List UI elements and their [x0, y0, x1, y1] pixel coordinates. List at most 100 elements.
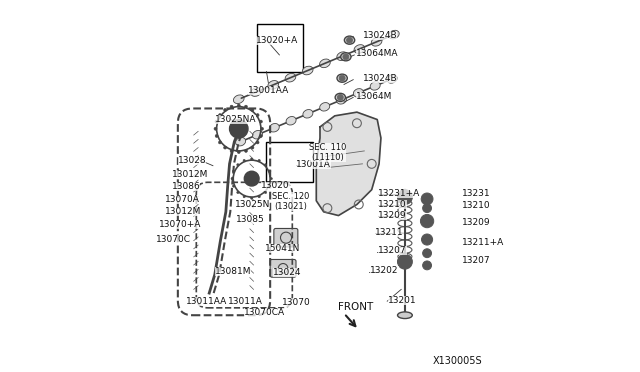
- Ellipse shape: [302, 66, 313, 75]
- Ellipse shape: [370, 82, 380, 90]
- Circle shape: [258, 196, 260, 198]
- Circle shape: [251, 109, 254, 112]
- Circle shape: [397, 190, 412, 205]
- Ellipse shape: [269, 124, 279, 132]
- Text: 13081M: 13081M: [215, 267, 252, 276]
- Text: 13012M: 13012M: [165, 207, 202, 217]
- Bar: [257, 23, 303, 71]
- Circle shape: [251, 146, 254, 149]
- Ellipse shape: [397, 312, 412, 318]
- Text: 13209: 13209: [462, 218, 491, 227]
- Text: 13070C: 13070C: [156, 235, 191, 244]
- Circle shape: [347, 37, 353, 43]
- Ellipse shape: [268, 81, 278, 89]
- Circle shape: [232, 170, 235, 172]
- Text: 13011A: 13011A: [228, 297, 263, 306]
- Ellipse shape: [286, 116, 296, 125]
- Circle shape: [264, 164, 267, 166]
- Circle shape: [269, 185, 271, 187]
- Text: 13020+A: 13020+A: [257, 36, 299, 45]
- Circle shape: [422, 249, 431, 258]
- Text: 13209: 13209: [378, 211, 407, 220]
- Circle shape: [243, 196, 245, 198]
- Circle shape: [215, 135, 218, 137]
- Ellipse shape: [236, 137, 246, 146]
- Text: X130005S: X130005S: [433, 356, 483, 366]
- Text: 13086: 13086: [172, 182, 200, 191]
- Text: 13201: 13201: [388, 296, 417, 305]
- Ellipse shape: [252, 131, 262, 139]
- Text: 13064MA: 13064MA: [356, 49, 399, 58]
- FancyBboxPatch shape: [270, 260, 296, 277]
- Ellipse shape: [387, 75, 397, 83]
- Circle shape: [259, 135, 262, 137]
- Circle shape: [270, 177, 273, 180]
- Circle shape: [214, 127, 217, 130]
- Ellipse shape: [344, 36, 355, 44]
- Text: FRONT: FRONT: [338, 302, 373, 312]
- Circle shape: [215, 120, 218, 123]
- Circle shape: [230, 105, 233, 108]
- Circle shape: [397, 254, 412, 269]
- Circle shape: [223, 146, 227, 149]
- Text: 13070: 13070: [282, 298, 310, 307]
- Circle shape: [218, 141, 221, 144]
- Ellipse shape: [388, 30, 399, 39]
- Text: 13012M: 13012M: [172, 170, 208, 179]
- Bar: [266, 142, 312, 182]
- Ellipse shape: [234, 95, 244, 103]
- Polygon shape: [316, 112, 381, 215]
- Text: 13028: 13028: [178, 155, 207, 165]
- Text: 13025N: 13025N: [235, 200, 271, 209]
- Ellipse shape: [337, 96, 346, 104]
- Circle shape: [420, 214, 434, 228]
- Circle shape: [243, 160, 245, 162]
- Circle shape: [244, 105, 248, 108]
- Circle shape: [251, 158, 253, 160]
- Text: 13064M: 13064M: [356, 92, 392, 101]
- Circle shape: [339, 75, 345, 81]
- Text: 13211+A: 13211+A: [462, 238, 504, 247]
- Circle shape: [259, 120, 262, 123]
- Ellipse shape: [354, 45, 365, 53]
- Circle shape: [260, 127, 264, 130]
- Text: 13020: 13020: [261, 182, 290, 190]
- Circle shape: [237, 191, 239, 193]
- Circle shape: [237, 164, 239, 166]
- Text: 13210: 13210: [378, 200, 407, 209]
- Circle shape: [422, 234, 433, 245]
- Circle shape: [231, 177, 233, 180]
- Ellipse shape: [303, 110, 313, 118]
- Circle shape: [244, 150, 248, 153]
- Circle shape: [422, 261, 431, 270]
- Ellipse shape: [353, 89, 364, 97]
- Text: 13207: 13207: [378, 246, 407, 255]
- Circle shape: [223, 109, 227, 112]
- Ellipse shape: [371, 38, 382, 46]
- Ellipse shape: [285, 73, 296, 82]
- Text: 13024B: 13024B: [362, 31, 397, 40]
- Text: SEC. 110
(11110): SEC. 110 (11110): [308, 143, 346, 163]
- Text: 13070CA: 13070CA: [244, 308, 285, 317]
- Circle shape: [218, 113, 221, 116]
- Text: 13211: 13211: [376, 228, 404, 237]
- Text: 13001AA: 13001AA: [248, 86, 289, 94]
- Text: 13070+A: 13070+A: [159, 220, 202, 229]
- Text: SEC. 120
(13021): SEC. 120 (13021): [272, 192, 309, 211]
- Circle shape: [264, 191, 267, 193]
- Ellipse shape: [335, 93, 346, 102]
- Ellipse shape: [337, 74, 348, 82]
- FancyBboxPatch shape: [274, 228, 298, 247]
- Text: 13070A: 13070A: [165, 195, 200, 204]
- Text: 13024B: 13024B: [362, 74, 397, 83]
- Circle shape: [421, 193, 433, 205]
- Circle shape: [269, 170, 271, 172]
- Circle shape: [237, 104, 240, 107]
- Ellipse shape: [251, 88, 261, 96]
- Text: 13210: 13210: [462, 201, 491, 210]
- Ellipse shape: [340, 53, 351, 61]
- Circle shape: [422, 204, 431, 212]
- Circle shape: [337, 94, 343, 100]
- Circle shape: [230, 119, 248, 138]
- Circle shape: [256, 113, 259, 116]
